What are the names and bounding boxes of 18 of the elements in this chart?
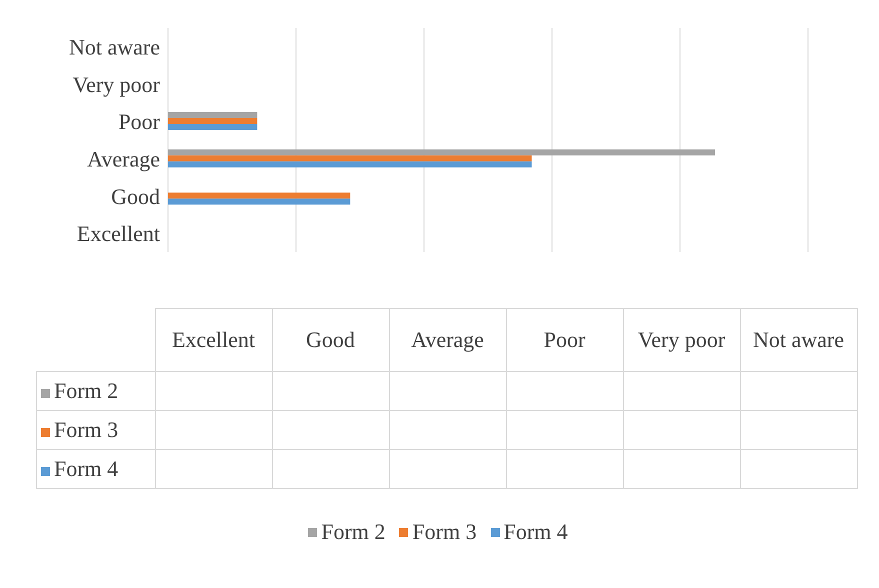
legend-label: Form 3 (36, 410, 155, 450)
category-label: Good (306, 327, 355, 352)
category-label: Excellent (172, 327, 256, 352)
y-tick-label: Excellent (76, 221, 160, 246)
y-tick-label: Good (111, 184, 160, 209)
legend-label: Form 2 (36, 372, 155, 410)
category-label: Not aware (752, 327, 844, 352)
y-tick-label: Very poor (72, 72, 161, 97)
text: Form 2 (321, 519, 386, 544)
text: Form 4 (504, 519, 568, 544)
y-tick-label: Average (87, 146, 160, 172)
category-label: Very poor (638, 327, 726, 352)
y-tick-label: Poor (118, 109, 161, 134)
category-label: Poor (544, 327, 586, 352)
text: Form 3 (412, 519, 477, 544)
legend-label: Form 4 (36, 450, 155, 488)
y-tick-label: Not aware (68, 34, 160, 60)
category-label: Average (411, 327, 484, 352)
